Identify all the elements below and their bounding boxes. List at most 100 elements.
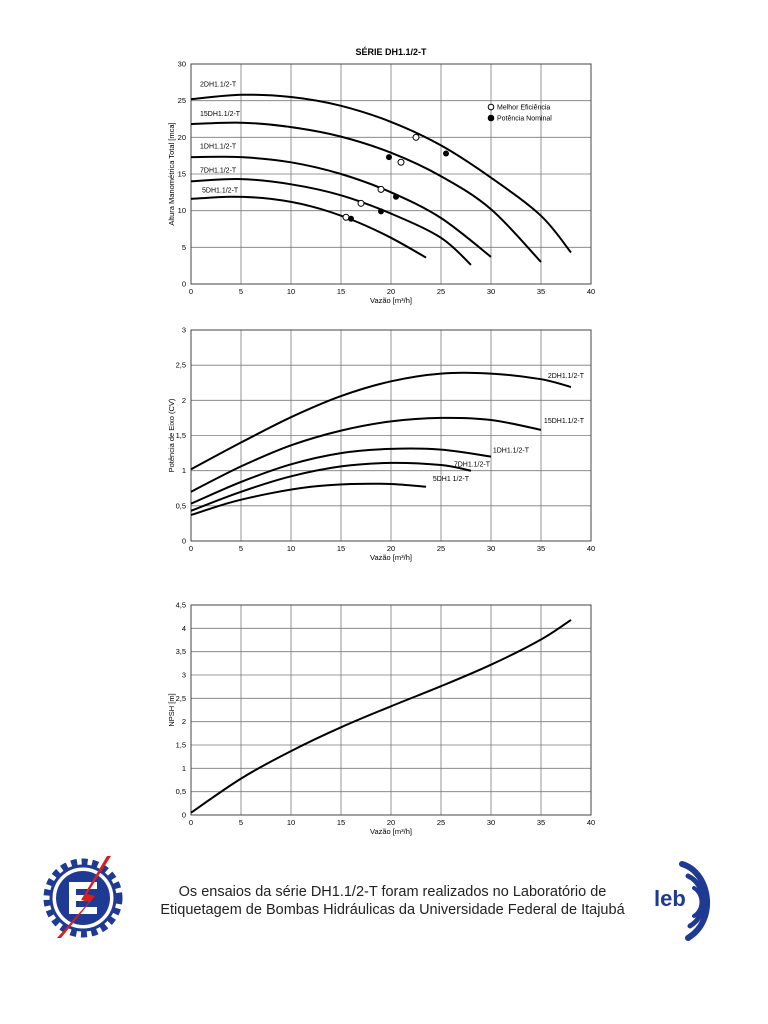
x-tick-label: 5	[239, 287, 243, 296]
series-line	[190, 482, 427, 516]
y-tick-label: 3,5	[176, 647, 186, 656]
x-tick-label: 10	[287, 818, 295, 827]
series-line	[190, 619, 572, 814]
y-tick-label: 1	[182, 466, 186, 475]
x-tick-label: 15	[337, 287, 345, 296]
x-tick-label: 0	[189, 287, 193, 296]
plot-frame	[190, 63, 592, 285]
x-tick-label: 20	[387, 818, 395, 827]
nominal-power-point	[393, 193, 399, 200]
x-tick-label: 20	[387, 287, 395, 296]
university-gear-logo	[43, 856, 123, 938]
y-tick-label: 4	[182, 624, 186, 633]
best-efficiency-point	[397, 158, 405, 166]
series-line	[190, 155, 492, 258]
y-tick-label: 1,5	[176, 431, 186, 440]
x-tick-label: 40	[587, 287, 595, 296]
footer-text: Os ensaios da série DH1.1/2-T foram real…	[130, 883, 655, 919]
y-tick-label: 3	[182, 326, 186, 335]
x-tick-label: 10	[287, 287, 295, 296]
x-tick-label: 30	[487, 287, 495, 296]
y-tick-label: 25	[178, 96, 186, 105]
legend-label: Melhor Eficiência	[497, 105, 550, 112]
y-tick-label: 1	[182, 764, 186, 773]
series-label: 1DH1.1/2-T	[493, 447, 530, 454]
nominal-power-point	[378, 208, 384, 215]
y-tick-label: 3	[182, 671, 186, 680]
x-tick-label: 30	[487, 544, 495, 553]
y-tick-label: 20	[178, 133, 186, 142]
nominal-power-point	[386, 154, 392, 161]
x-tick-label: 15	[337, 544, 345, 553]
x-axis-label: Vazão [m³/h]	[370, 827, 412, 836]
legend-label: Potência Nominal	[497, 116, 552, 123]
series-label: 5DH1 1/2-T	[433, 476, 470, 483]
series-line	[190, 93, 572, 254]
x-axis-label: Vazão [m³/h]	[370, 296, 412, 305]
y-tick-label: 15	[178, 170, 186, 179]
best-efficiency-point	[357, 199, 365, 207]
plot-frame	[190, 329, 592, 542]
nominal-power-point	[443, 150, 449, 157]
y-tick-label: 0,5	[176, 787, 186, 796]
legend-marker	[487, 103, 495, 111]
y-tick-label: 2	[182, 717, 186, 726]
y-tick-label: 4,5	[176, 601, 186, 610]
series-label: 15DH1.1/2-T	[200, 111, 241, 118]
nominal-power-point	[348, 215, 354, 222]
y-axis-label: NPSH [m]	[167, 693, 176, 726]
y-tick-label: 2,5	[176, 694, 186, 703]
series-label: 2DH1.1/2-T	[200, 82, 237, 89]
series-label: 15DH1.1/2-T	[544, 418, 585, 425]
x-tick-label: 30	[487, 818, 495, 827]
footer-line-1: Os ensaios da série DH1.1/2-T foram real…	[178, 884, 607, 900]
series-line	[190, 178, 472, 266]
y-tick-label: 5	[182, 243, 186, 252]
x-axis-label: Vazão [m³/h]	[370, 553, 412, 562]
series-line	[190, 121, 542, 263]
x-tick-label: 10	[287, 544, 295, 553]
y-tick-label: 2,5	[176, 361, 186, 370]
y-tick-label: 10	[178, 206, 186, 215]
series-label: 1DH1.1/2-T	[200, 143, 237, 150]
x-tick-label: 25	[437, 818, 445, 827]
series-line	[190, 416, 542, 493]
series-label: 2DH1.1/2-T	[548, 373, 585, 380]
series-line	[190, 447, 492, 505]
chart-title: SÉRIE DH1.1/2-T	[355, 47, 427, 57]
best-efficiency-point	[412, 133, 420, 141]
x-tick-label: 20	[387, 544, 395, 553]
x-tick-label: 40	[587, 544, 595, 553]
leb-logo: leb	[654, 861, 711, 941]
x-tick-label: 5	[239, 818, 243, 827]
y-tick-label: 0	[182, 280, 186, 289]
x-tick-label: 40	[587, 818, 595, 827]
x-tick-label: 35	[537, 544, 545, 553]
x-tick-label: 0	[189, 818, 193, 827]
legend-marker	[487, 114, 495, 122]
best-efficiency-point	[377, 185, 385, 193]
y-tick-label: 2	[182, 396, 186, 405]
x-tick-label: 15	[337, 818, 345, 827]
y-tick-label: 1,5	[176, 741, 186, 750]
y-axis-label: Altura Manométrica Total [mca]	[167, 122, 176, 225]
leb-logo-text: leb	[654, 886, 686, 911]
series-label: 5DH1.1/2-T	[202, 187, 239, 194]
x-tick-label: 0	[189, 544, 193, 553]
series-line	[190, 371, 572, 471]
series-line	[190, 461, 472, 512]
series-label: 7DH1.1/2-T	[200, 168, 237, 175]
plot-frame	[190, 604, 592, 816]
x-tick-label: 35	[537, 818, 545, 827]
y-axis-label: Potência de Eixo (CV)	[167, 398, 176, 472]
x-tick-label: 5	[239, 544, 243, 553]
y-tick-label: 0	[182, 537, 186, 546]
x-tick-label: 25	[437, 287, 445, 296]
footer-line-2: Etiquetagem de Bombas Hidráulicas da Uni…	[160, 902, 625, 918]
y-tick-label: 0	[182, 811, 186, 820]
series-line	[190, 195, 427, 259]
x-tick-label: 35	[537, 287, 545, 296]
series-label: 7DH1.1/2-T	[454, 461, 491, 468]
y-tick-label: 30	[178, 60, 186, 69]
